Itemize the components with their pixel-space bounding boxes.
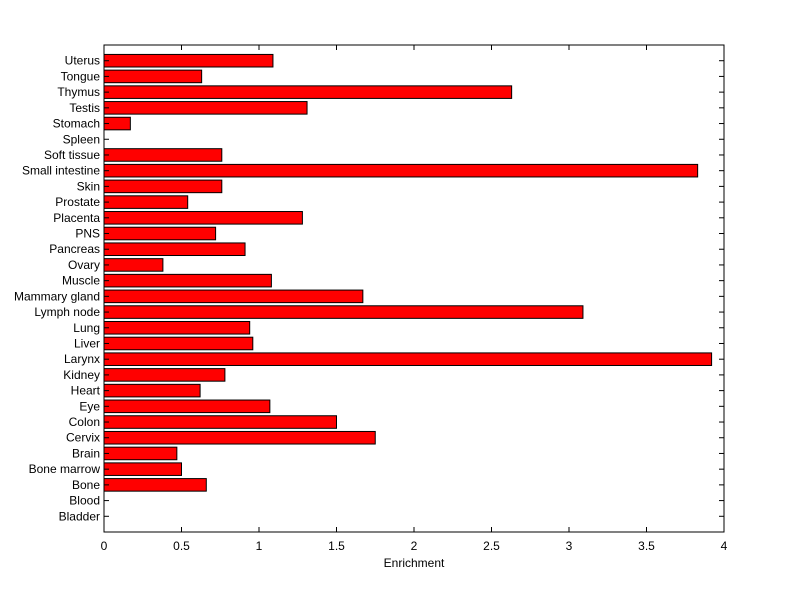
x-tick-label: 0.5: [173, 539, 190, 553]
bars-layer: [103, 53, 713, 492]
bar-skin: [103, 179, 223, 194]
bar-lymph-node: [103, 305, 584, 319]
y-tick-label: Bone marrow: [29, 462, 101, 476]
y-tick-label: Bone: [72, 478, 100, 492]
y-tick-label: Brain: [72, 446, 100, 460]
y-tick-label: Skin: [77, 179, 100, 193]
bar-colon: [103, 415, 337, 429]
y-tick-label: Mammary gland: [14, 289, 100, 303]
x-tick-label: 4: [721, 539, 728, 553]
y-tick-label: Pancreas: [49, 242, 100, 256]
bar-ovary: [103, 258, 164, 272]
y-tick-label: Stomach: [53, 117, 100, 131]
bar-eye: [103, 399, 271, 414]
y-tick-label: Testis: [69, 101, 100, 115]
y-tick-label: Kidney: [63, 368, 100, 382]
bar-pns: [103, 226, 217, 241]
x-tick-label: 0: [101, 539, 108, 553]
y-tick-label: Eye: [79, 399, 100, 413]
y-tick-label: Thymus: [57, 85, 100, 99]
y-tick-label: PNS: [75, 227, 100, 241]
y-tick-label: Liver: [74, 336, 100, 350]
y-tick-label: Colon: [69, 415, 100, 429]
y-tick-label: Small intestine: [22, 164, 100, 178]
bar-liver: [103, 336, 254, 351]
ticks-layer: [103, 45, 725, 532]
bar-testis: [103, 101, 308, 115]
y-tick-label: Soft tissue: [44, 148, 100, 162]
bar-pancreas: [103, 242, 246, 257]
bar-bone-marrow: [103, 462, 182, 476]
y-tick-label: Uterus: [65, 54, 100, 68]
bar-soft-tissue: [103, 148, 223, 162]
bar-placenta: [103, 211, 303, 225]
bar-tongue: [103, 69, 203, 84]
y-tick-label: Lymph node: [34, 305, 100, 319]
y-tick-label: Prostate: [55, 195, 100, 209]
bar-kidney: [103, 368, 226, 382]
y-tick-label: Muscle: [62, 274, 100, 288]
y-tick-label: Tongue: [61, 69, 101, 83]
y-tick-label: Bladder: [59, 509, 100, 523]
bar-mammary-gland: [103, 289, 364, 304]
bar-bone: [103, 478, 207, 492]
bar-small-intestine: [103, 163, 699, 178]
bar-larynx: [103, 352, 713, 366]
x-tick-label: 2: [411, 539, 418, 553]
axes-frame: [103, 44, 725, 533]
x-tick-label: 3.5: [638, 539, 655, 553]
bar-muscle: [103, 273, 272, 288]
x-tick-label: 1.5: [328, 539, 345, 553]
bar-brain: [103, 446, 178, 461]
bar-thymus: [103, 85, 513, 99]
bar-prostate: [103, 195, 189, 209]
bar-heart: [103, 383, 201, 398]
x-tick-label: 1: [256, 539, 263, 553]
y-tick-label: Heart: [71, 384, 101, 398]
x-tick-label: 2.5: [483, 539, 500, 553]
y-tick-label: Larynx: [64, 352, 100, 366]
y-tick-label: Blood: [69, 494, 100, 508]
y-tick-label: Placenta: [53, 211, 100, 225]
bar-cervix: [103, 430, 376, 445]
bar-lung: [103, 320, 251, 335]
y-tick-label: Cervix: [66, 431, 100, 445]
x-tick-label: 3: [566, 539, 573, 553]
y-tick-label: Spleen: [63, 132, 100, 146]
bar-uterus: [103, 53, 274, 68]
y-tick-label: Ovary: [68, 258, 100, 272]
x-axis-label: Enrichment: [384, 556, 445, 570]
y-tick-label: Lung: [73, 321, 100, 335]
